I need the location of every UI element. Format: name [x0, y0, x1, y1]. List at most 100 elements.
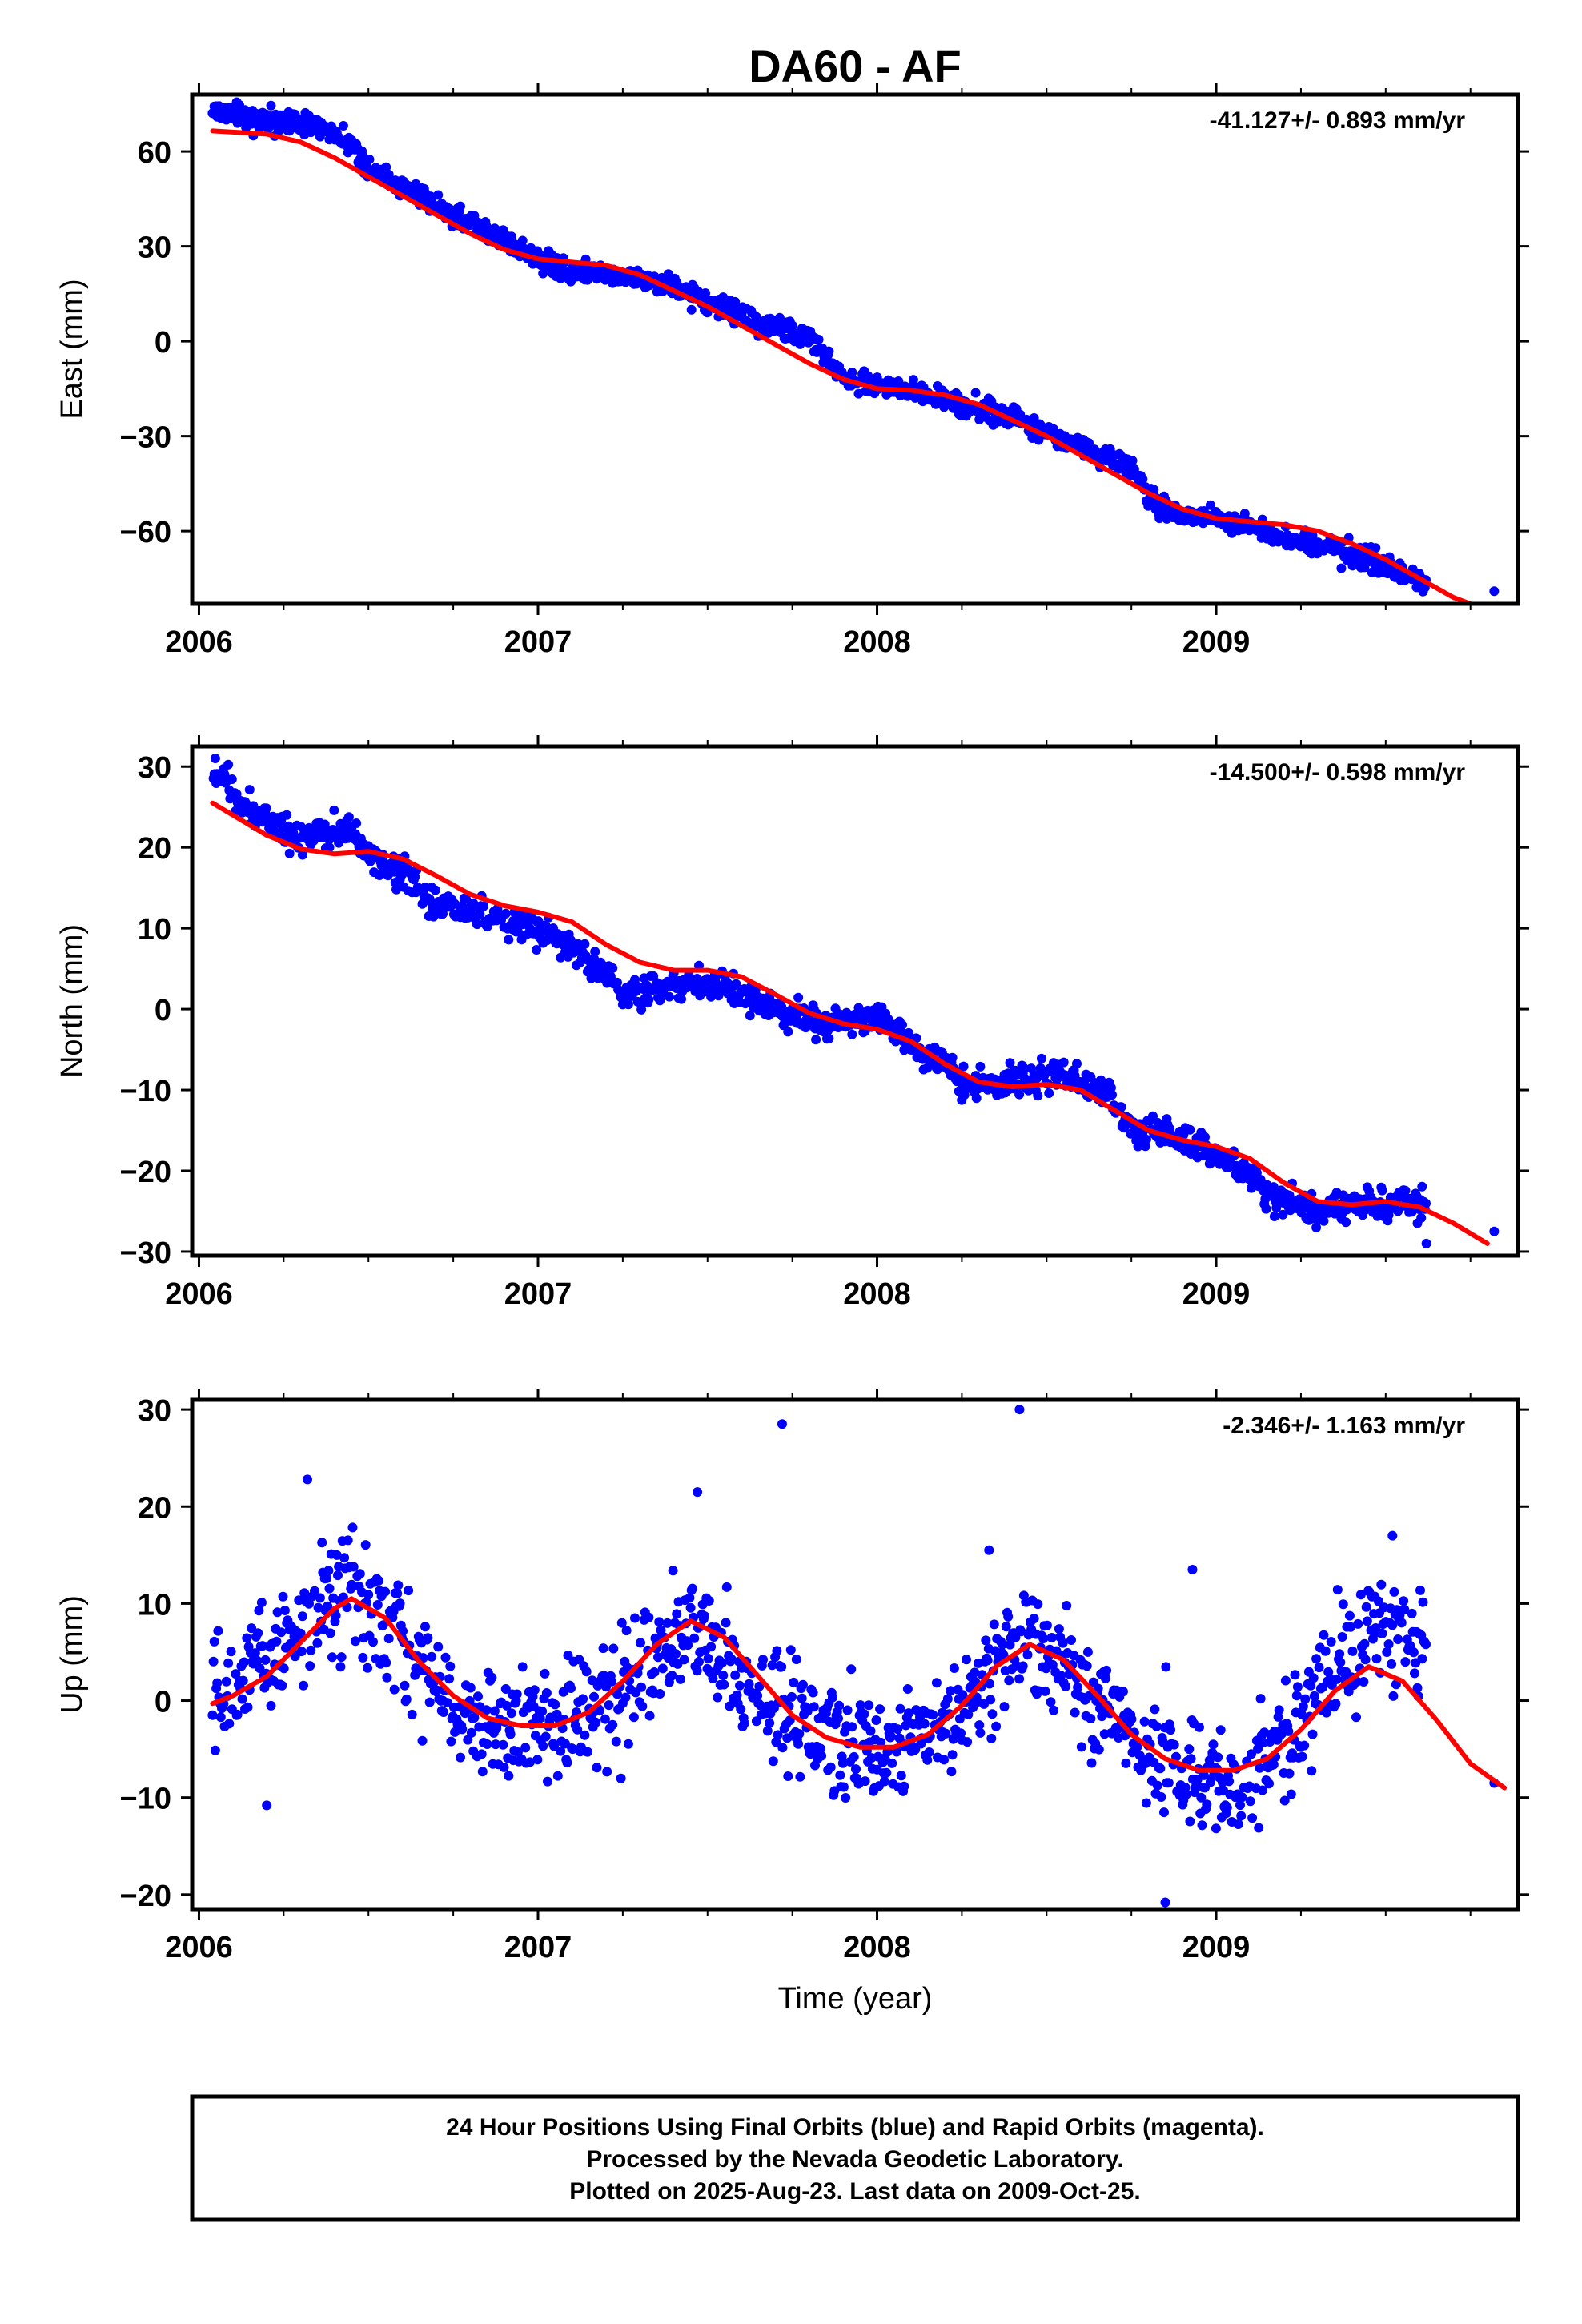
- north-y-tick-label--20: −20: [120, 1156, 171, 1189]
- up-outlier-point-0: [777, 1419, 787, 1429]
- up-point-515: [730, 1670, 741, 1680]
- up-point-550: [768, 1756, 778, 1767]
- up-point-600: [815, 1743, 825, 1754]
- up-point-778: [989, 1619, 999, 1630]
- up-point-301: [517, 1662, 528, 1672]
- up-data-points: [207, 1405, 1500, 1908]
- up-point-509: [725, 1701, 735, 1711]
- up-point-1132: [1346, 1622, 1355, 1632]
- up-point-793: [1003, 1611, 1014, 1622]
- up-point-6: [213, 1626, 223, 1636]
- up-point-535: [753, 1691, 763, 1701]
- up-point-43: [253, 1628, 263, 1638]
- up-point-1140: [1353, 1618, 1363, 1629]
- up-point-123: [336, 1652, 347, 1663]
- up-point-528: [744, 1679, 754, 1689]
- up-point-439: [656, 1625, 666, 1635]
- north-y-tick-label-30: 30: [138, 751, 171, 785]
- up-point-483: [700, 1611, 709, 1621]
- north-point-13: [223, 759, 234, 770]
- up-point-288: [504, 1771, 514, 1781]
- up-point-87: [297, 1611, 307, 1622]
- east-y-tick-label-30: 30: [138, 231, 171, 265]
- up-point-412: [628, 1712, 639, 1723]
- up-point-56: [266, 1700, 276, 1711]
- north-x-tick-label-2007: 2007: [504, 1277, 572, 1311]
- up-point-734: [946, 1767, 957, 1777]
- east-frame: [190, 92, 1520, 606]
- east-point-609: [824, 346, 834, 356]
- up-point-373: [589, 1691, 599, 1702]
- up-point-683: [895, 1703, 905, 1714]
- up-point-266: [482, 1739, 492, 1749]
- up-point-1134: [1347, 1646, 1358, 1656]
- up-point-394: [611, 1736, 621, 1747]
- up-point-1076: [1290, 1670, 1300, 1680]
- up-point-135: [348, 1562, 359, 1572]
- up-y-tick-label-20: 20: [138, 1491, 171, 1525]
- up-point-17: [224, 1719, 235, 1729]
- up-point-941: [1151, 1721, 1162, 1731]
- up-point-98: [312, 1638, 323, 1648]
- up-point-364: [580, 1730, 590, 1740]
- north-point-1215: [1421, 1198, 1431, 1208]
- up-point-93: [305, 1661, 315, 1671]
- north-point-578: [793, 992, 804, 1003]
- up-point-1183: [1399, 1596, 1409, 1606]
- up-point-1022: [1233, 1819, 1243, 1829]
- north-x-tick-label-2009: 2009: [1182, 1277, 1251, 1311]
- up-point-419: [636, 1638, 645, 1648]
- north-point-1059: [1269, 1212, 1279, 1221]
- east-point-598: [813, 335, 824, 344]
- up-point-51: [260, 1655, 271, 1665]
- up-point-5: [212, 1678, 223, 1688]
- north-point-1173: [1377, 1185, 1387, 1196]
- up-point-1123: [1337, 1632, 1347, 1642]
- up-point-569: [785, 1645, 796, 1655]
- up-point-441: [657, 1663, 668, 1674]
- up-point-118: [331, 1550, 342, 1560]
- up-point-624: [837, 1758, 848, 1768]
- up-point-1118: [1332, 1585, 1343, 1595]
- up-point-1012: [1222, 1803, 1232, 1813]
- north-point-1211: [1417, 1181, 1427, 1192]
- up-point-749: [962, 1655, 971, 1665]
- north-point-720: [933, 1064, 942, 1075]
- up-point-645: [859, 1709, 869, 1719]
- up-point-1036: [1253, 1743, 1263, 1754]
- up-point-217: [433, 1642, 444, 1652]
- up-point-1072: [1286, 1789, 1296, 1799]
- up-point-379: [594, 1706, 604, 1716]
- east-point-131: [338, 121, 348, 131]
- up-point-69: [279, 1663, 289, 1674]
- east-point-638: [853, 388, 864, 399]
- up-point-524: [739, 1718, 749, 1728]
- up-point-1107: [1320, 1646, 1331, 1656]
- up-point-356: [572, 1724, 583, 1735]
- up-point-1094: [1307, 1729, 1318, 1739]
- up-point-336: [552, 1771, 563, 1781]
- up-point-126: [339, 1553, 350, 1563]
- up-point-223: [439, 1707, 449, 1717]
- up-point-261: [476, 1749, 487, 1759]
- east-point-55: [263, 123, 273, 134]
- up-point-986: [1197, 1820, 1207, 1831]
- up-point-1079: [1292, 1682, 1303, 1692]
- up-point-1105: [1319, 1630, 1329, 1640]
- up-point-166: [381, 1658, 391, 1668]
- up-point-972: [1184, 1744, 1195, 1755]
- up-point-228: [445, 1661, 456, 1671]
- up-point-843: [1054, 1624, 1064, 1634]
- east-x-tick-label-2008: 2008: [843, 625, 911, 659]
- up-point-726: [939, 1755, 950, 1765]
- up-point-210: [427, 1651, 437, 1662]
- up-point-233: [450, 1727, 460, 1737]
- x-axis-label: Time (year): [778, 1982, 933, 2016]
- up-point-684: [896, 1771, 906, 1781]
- up-point-324: [540, 1668, 550, 1679]
- up-point-286: [502, 1700, 512, 1711]
- up-point-1185: [1400, 1657, 1411, 1667]
- up-point-502: [717, 1658, 727, 1668]
- north-panel: 2006 2007 2008 2009 −30 −20 −10 0 10 20 30 North (m…: [55, 735, 1529, 1311]
- up-point-76: [285, 1638, 295, 1649]
